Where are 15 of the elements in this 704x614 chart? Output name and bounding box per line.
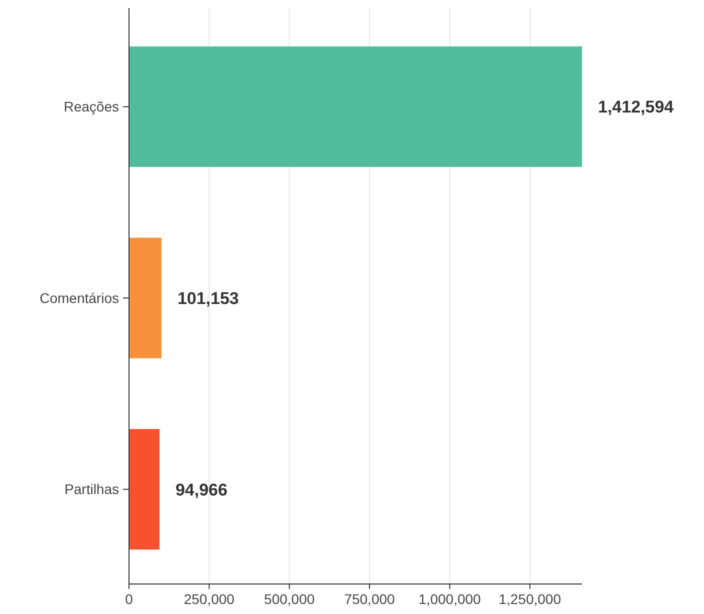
y-tick-label: Comentários	[40, 290, 119, 306]
x-tick-label: 1,000,000	[418, 591, 482, 607]
data-label: 1,412,594	[598, 98, 674, 117]
bar	[129, 238, 162, 358]
bar	[129, 46, 582, 167]
x-tick-label: 1,250,000	[498, 591, 562, 607]
x-tick-label: 500,000	[264, 591, 315, 607]
y-tick-label: Reações	[64, 98, 119, 115]
x-tick-label: 0	[125, 591, 134, 607]
bar	[129, 429, 160, 550]
x-tick-label: 750,000	[344, 591, 396, 607]
y-tick-label: Partilhas	[64, 481, 119, 498]
x-tick-label: 250,000	[184, 591, 235, 607]
data-label: 101,153	[177, 288, 239, 308]
data-label: 94,966	[175, 480, 228, 500]
